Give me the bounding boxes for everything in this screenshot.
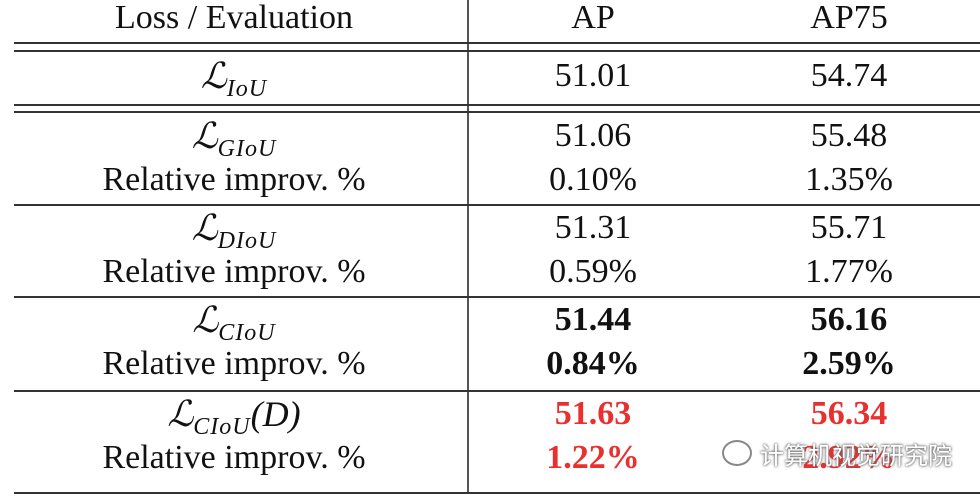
loss-name: ℒIoU bbox=[0, 54, 468, 102]
loss-subscript: IoU bbox=[226, 76, 268, 102]
value-cell: 55.48 bbox=[810, 117, 888, 154]
value-cell: 51.63 bbox=[554, 395, 632, 432]
value-cell: 55.71 bbox=[810, 209, 888, 246]
loss-subscript: CIoU bbox=[193, 414, 251, 440]
loss-symbol: ℒ bbox=[167, 394, 194, 434]
loss-symbol: ℒ bbox=[191, 208, 218, 248]
loss-symbol: ℒ bbox=[191, 116, 218, 156]
rule bbox=[14, 296, 980, 298]
rule bbox=[14, 42, 980, 44]
value-cell: 51.44 bbox=[554, 301, 632, 338]
header-cell: AP75 bbox=[810, 0, 888, 36]
watermark-icon bbox=[722, 440, 752, 466]
rule bbox=[14, 204, 980, 206]
loss-name: ℒDIoU bbox=[0, 206, 468, 254]
loss-symbol: ℒ bbox=[192, 300, 219, 340]
value-cell: 1.77% bbox=[805, 253, 893, 290]
loss-symbol: ℒ bbox=[200, 56, 227, 96]
rule bbox=[14, 104, 980, 106]
value-cell: 51.01 bbox=[554, 57, 632, 94]
loss-subscript: DIoU bbox=[217, 228, 277, 254]
row-label: Relative improv. % bbox=[102, 345, 366, 382]
header-cell: AP bbox=[571, 0, 615, 36]
loss-suffix: (D) bbox=[250, 394, 301, 434]
value-cell: 0.84% bbox=[546, 345, 640, 382]
loss-name: ℒGIoU bbox=[0, 114, 468, 162]
row-label: Relative improv. % bbox=[102, 439, 366, 476]
value-cell: 51.06 bbox=[554, 117, 632, 154]
row-label: Relative improv. % bbox=[102, 161, 366, 198]
value-cell: 51.31 bbox=[554, 209, 632, 246]
row-label: Relative improv. % bbox=[102, 253, 366, 290]
rule bbox=[14, 111, 980, 113]
column-divider bbox=[467, 0, 469, 494]
bottom-rule bbox=[14, 492, 980, 494]
value-cell: 56.34 bbox=[810, 395, 888, 432]
value-cell: 0.59% bbox=[549, 253, 637, 290]
value-cell: 2.59% bbox=[802, 345, 896, 382]
value-cell: 56.16 bbox=[810, 301, 888, 338]
value-cell: 2.92% bbox=[802, 439, 896, 476]
value-cell: 54.74 bbox=[810, 57, 888, 94]
rule bbox=[14, 390, 980, 392]
loss-subscript: GIoU bbox=[217, 136, 277, 162]
rule bbox=[14, 50, 980, 52]
loss-name: ℒCIoU(D) bbox=[0, 392, 468, 440]
header-cell: Loss / Evaluation bbox=[115, 0, 353, 36]
loss-subscript: CIoU bbox=[218, 320, 276, 346]
loss-name: ℒCIoU bbox=[0, 298, 468, 346]
value-cell: 1.22% bbox=[546, 439, 640, 476]
value-cell: 1.35% bbox=[805, 161, 893, 198]
watermark: 计算机视觉研究院 bbox=[760, 442, 952, 470]
value-cell: 0.10% bbox=[549, 161, 637, 198]
